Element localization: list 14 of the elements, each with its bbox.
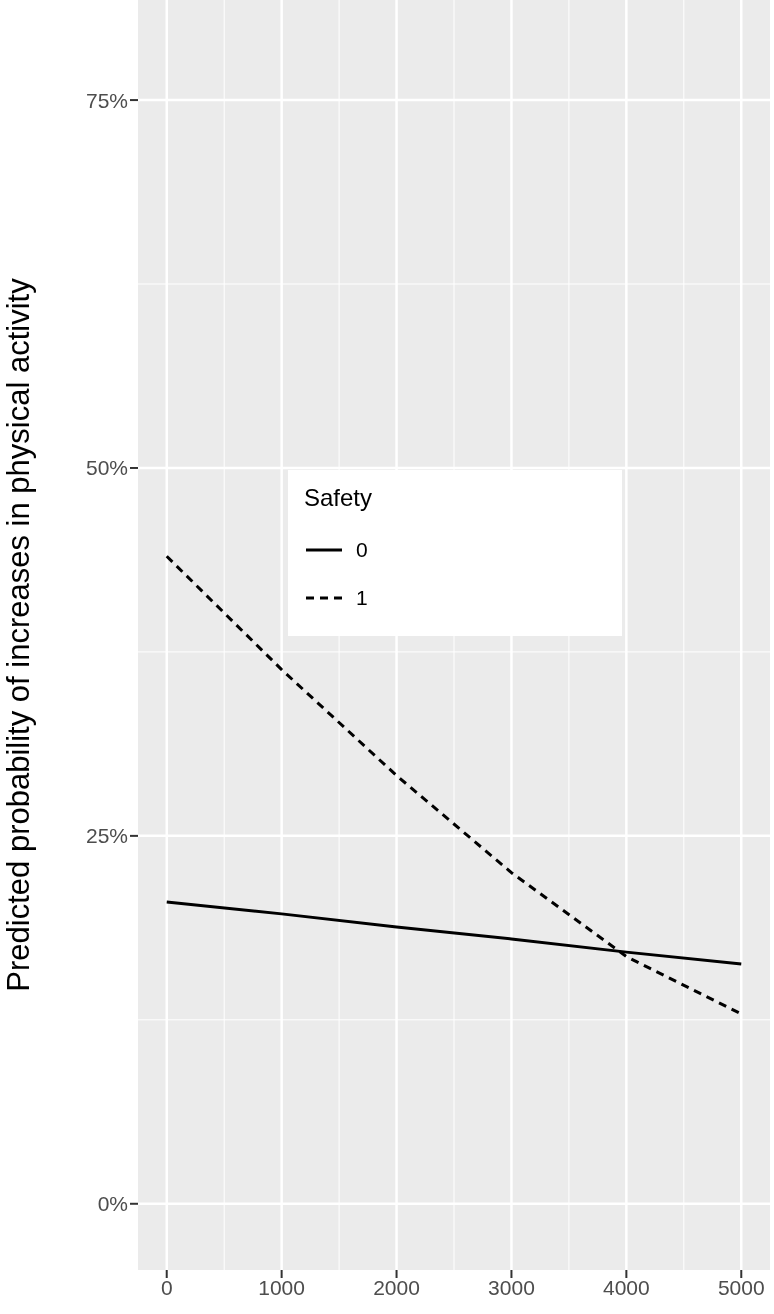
y-tick-label: 0% xyxy=(97,1192,128,1216)
y-tick-label: 75% xyxy=(85,88,128,112)
legend-label: 0 xyxy=(356,538,368,562)
x-tick-label: 0 xyxy=(160,1275,173,1299)
x-tick-label: 3000 xyxy=(488,1275,535,1299)
y-tick-label: 25% xyxy=(85,824,128,848)
y-axis-title: Predicted probability of increases in physical activity xyxy=(1,277,37,992)
x-tick-label: 4000 xyxy=(603,1275,650,1299)
legend-label: 1 xyxy=(356,586,368,610)
x-tick-label: 2000 xyxy=(373,1275,420,1299)
x-tick-label: 1000 xyxy=(258,1275,305,1299)
x-tick-label: 5000 xyxy=(717,1275,765,1299)
y-tick-label: 50% xyxy=(85,456,128,480)
legend-title: Safety xyxy=(304,484,374,512)
